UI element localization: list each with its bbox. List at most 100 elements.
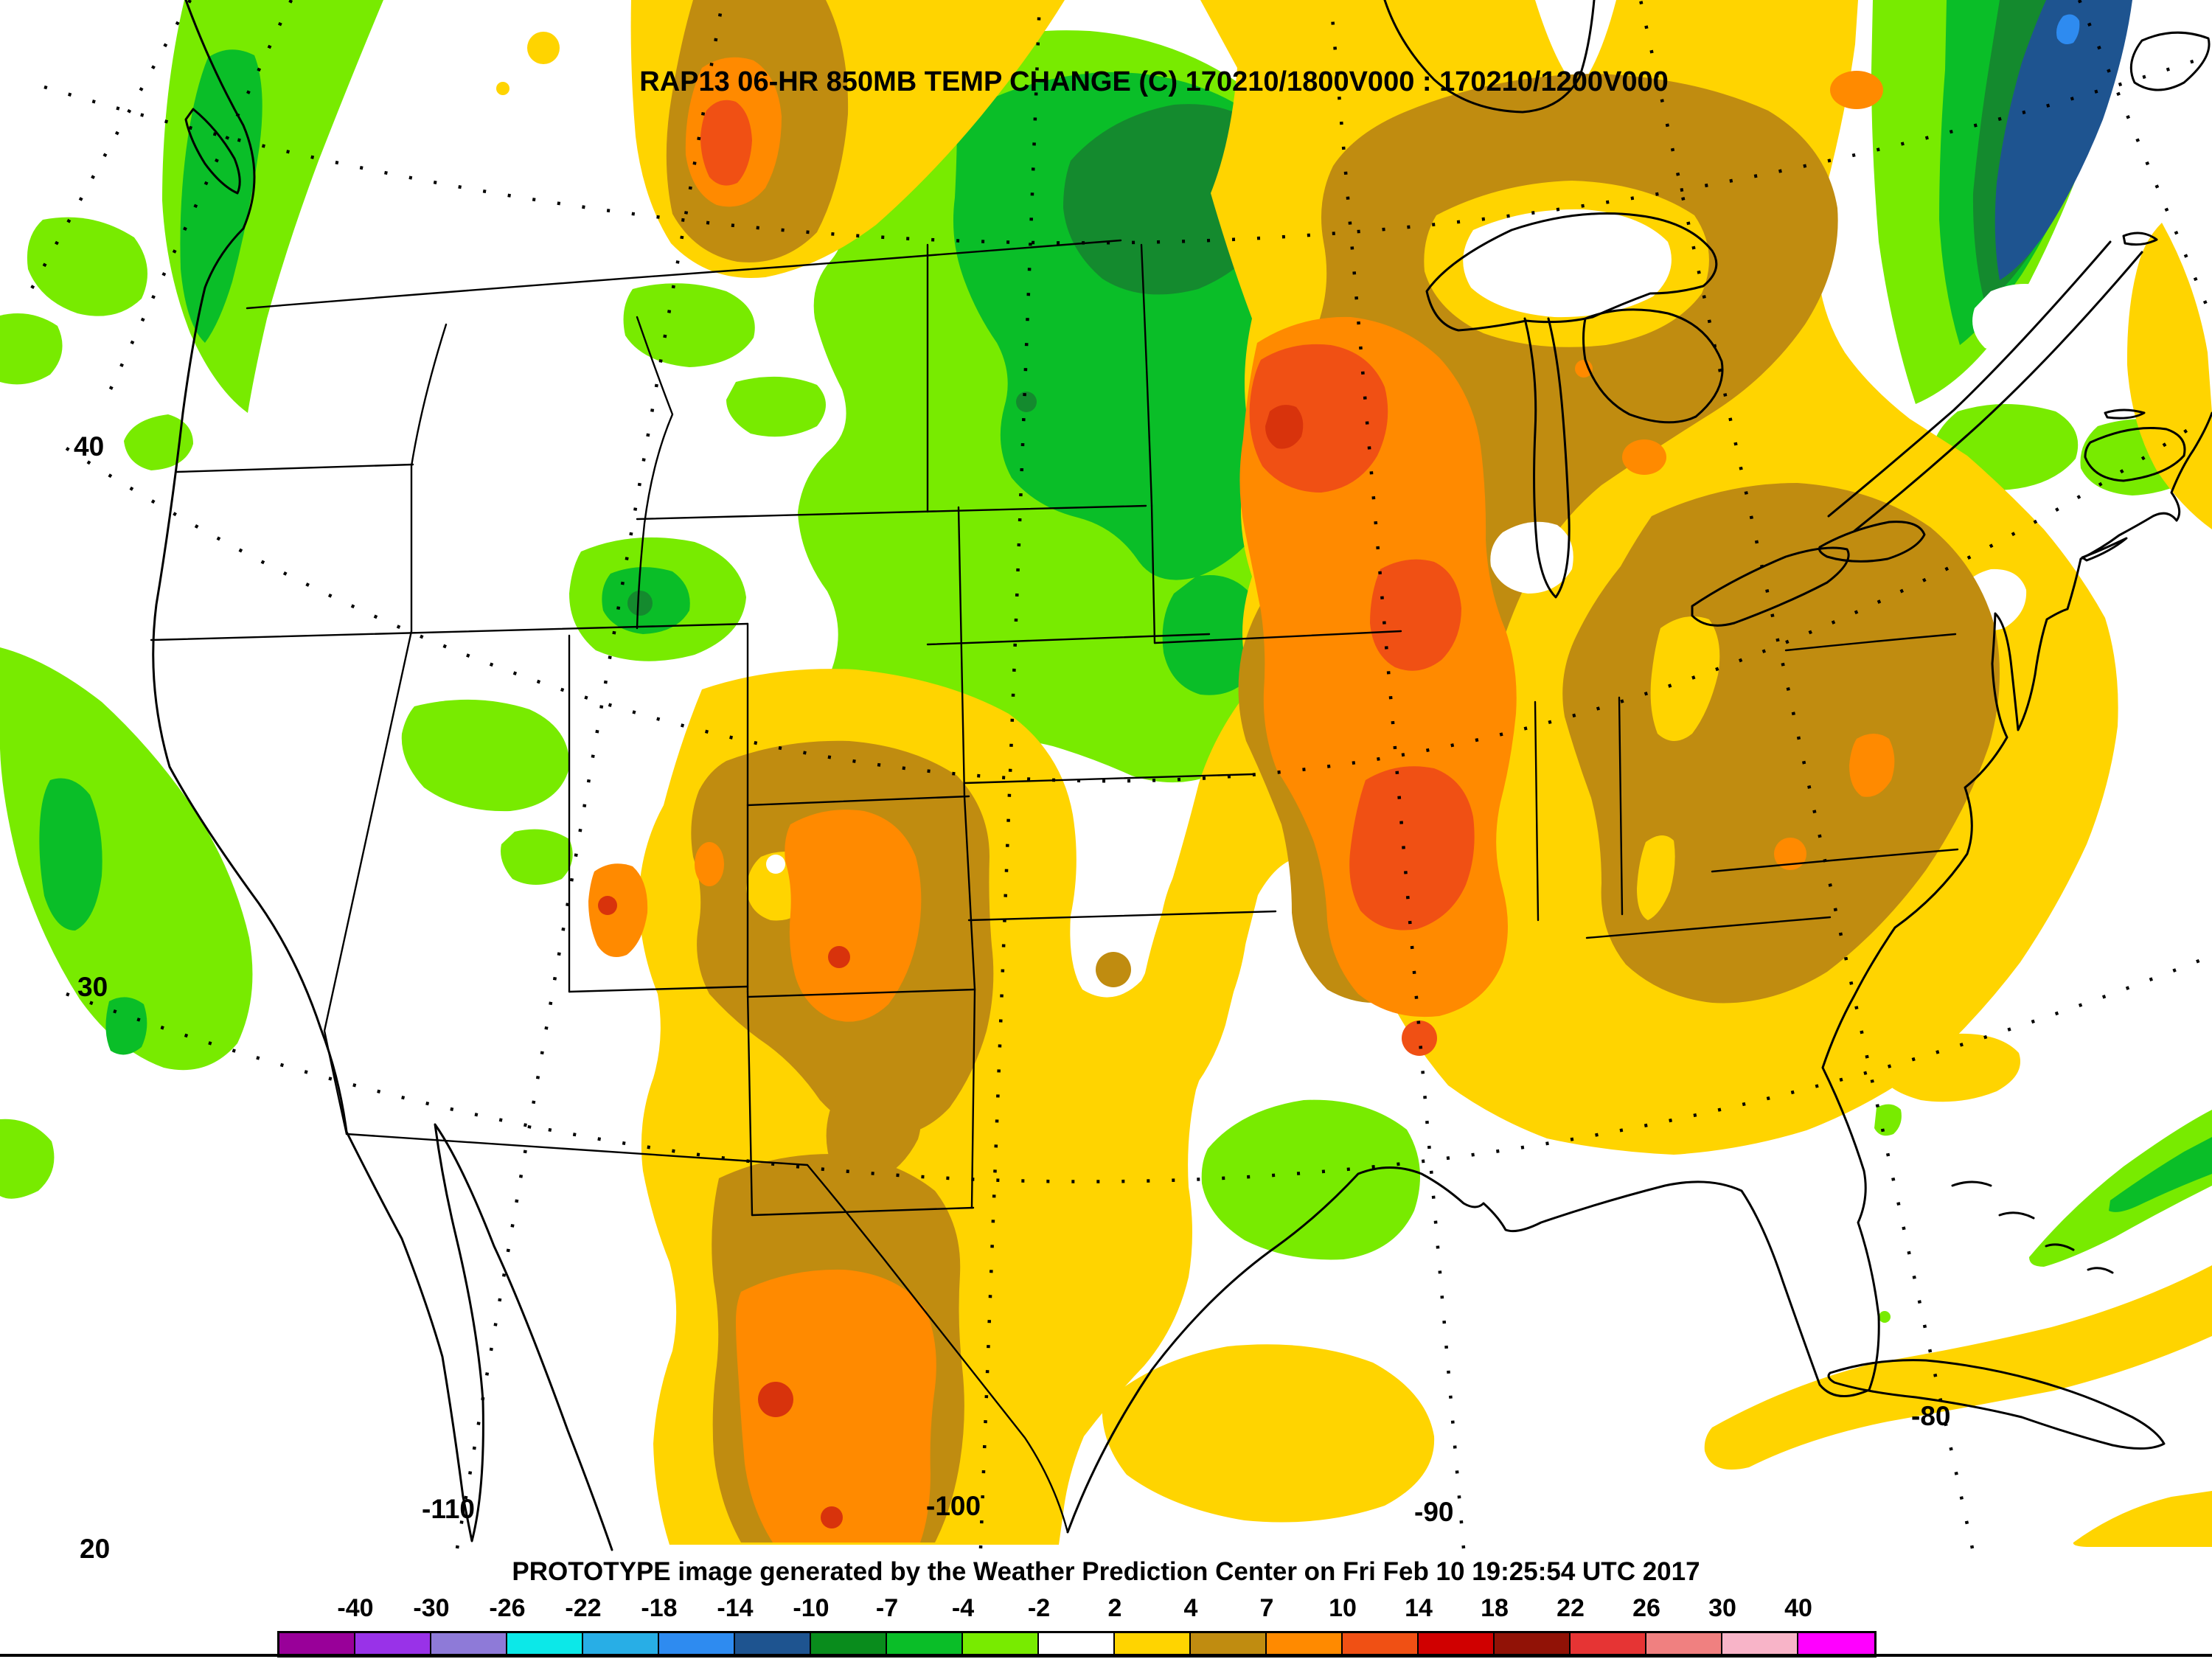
colorbar-cell <box>659 1633 735 1655</box>
hole-wv-gold <box>1650 616 1720 741</box>
colorbar-cell <box>887 1633 963 1655</box>
colorbar-cell <box>963 1633 1039 1655</box>
coastline-nova-scotia <box>2084 427 2186 482</box>
colorbar-cell <box>1646 1633 1722 1655</box>
border-ca-nv <box>323 630 413 1135</box>
colorbar-tick-label: 22 <box>1557 1594 1585 1622</box>
region-cooling-atlantic-wedge <box>1874 1104 1902 1136</box>
region-warm-ontario-spot1 <box>1830 71 1883 109</box>
border-az-nm <box>746 990 754 1217</box>
border-co-nm <box>746 988 976 998</box>
region-warm-colorado-orange <box>785 810 922 1022</box>
region-warm-mexico-red1 <box>758 1382 793 1417</box>
region-cooling-utah-spot <box>501 829 573 885</box>
lon-label-90: -90 <box>1414 1497 1454 1527</box>
coastline-hudson-bay <box>1383 0 1596 114</box>
colorbar-cell <box>1115 1633 1191 1655</box>
region-cooling-plains-w1 <box>623 283 755 367</box>
temp-fill-regions <box>0 0 2212 1547</box>
colorbar-tick-label: 10 <box>1329 1594 1357 1622</box>
region-cooling-or-spot <box>124 414 193 470</box>
colorbar-tick-label: 7 <box>1259 1594 1274 1622</box>
map-title: RAP13 06-HR 850MB TEMP CHANGE (C) 170210… <box>639 66 1669 97</box>
border-mn-nd <box>1140 243 1153 507</box>
region-cooling-california <box>0 647 253 1071</box>
colorbar-cell <box>1571 1633 1646 1655</box>
bottom-rule <box>0 1654 2212 1657</box>
colorbar-cell <box>811 1633 887 1655</box>
region-cooling-ca-sliver1 <box>39 778 102 931</box>
region-cooling-atlantic-core <box>2109 1137 2212 1212</box>
lake-superior <box>1425 212 1718 332</box>
border-ks-ok <box>967 910 1277 922</box>
colorbar-tick-label: -14 <box>717 1594 754 1622</box>
hole-utah-white <box>766 855 785 874</box>
coastline-gulf-atlantic <box>1066 411 2212 1534</box>
lon-label-100: -100 <box>926 1491 981 1521</box>
lat-label-20: 20 <box>80 1534 111 1564</box>
border-ut-az <box>568 985 749 993</box>
region-warm-south-texas <box>1102 1344 1435 1523</box>
colorbar-tick-label: -30 <box>413 1594 450 1622</box>
colorbar-cell <box>735 1633 811 1655</box>
border-id-mt <box>636 316 674 630</box>
border-mn-sd <box>1150 504 1156 644</box>
colorbar-tick-label: 2 <box>1107 1594 1122 1622</box>
colorbar-cell <box>1722 1633 1798 1655</box>
region-cooling-atlantic-band <box>2029 1110 2212 1267</box>
region-warm-chesapeake-spot <box>1849 734 1895 797</box>
region-warm-se-corner <box>2073 1491 2212 1547</box>
colorbar-cell <box>431 1633 507 1655</box>
colorbar-ticks: -40 -30 -26 -22 -18 -14 -10 -7 -4 -2 2 4 7 10 14 18 22 26… <box>277 1594 1872 1625</box>
region-warm-il-spot <box>1402 1020 1437 1056</box>
colorbar-tick-label: -2 <box>1027 1594 1051 1622</box>
colorbar-cell <box>355 1633 431 1655</box>
region-warm-fc-red <box>598 896 617 915</box>
hole-lakemich-white <box>1490 521 1573 594</box>
region-cooling-cuba-dot <box>1879 1311 1891 1323</box>
region-cooling-idaho-dark <box>627 591 653 616</box>
border-mexico <box>345 1133 1069 1534</box>
colorbar-cell <box>1343 1633 1419 1655</box>
hole-northeast-white <box>1972 284 2062 353</box>
region-warm-spot2 <box>496 82 509 95</box>
colorbar-tick-label: -4 <box>951 1594 975 1622</box>
colorbar-cell <box>1267 1633 1343 1655</box>
region-warm-plains-dot <box>1096 952 1131 987</box>
hole-piedmont-gold <box>1637 835 1675 920</box>
region-warm-wi-core1 <box>1249 344 1388 493</box>
region-warm-ut-orange <box>695 842 724 886</box>
border-ne-ks <box>963 773 1255 785</box>
region-warm-co-red <box>828 946 850 968</box>
island-newfoundland <box>2129 31 2211 91</box>
border-ia-mn <box>1153 630 1402 644</box>
lat-label-30: 30 <box>77 972 108 1002</box>
lake-michigan <box>1523 317 1571 599</box>
region-cooling-blue-sliver <box>2056 14 2080 44</box>
border-nm-south <box>751 1206 975 1217</box>
coastline-west <box>152 0 613 1551</box>
colorbar-tick-label: -22 <box>565 1594 602 1622</box>
region-warm-fourcorners <box>588 863 648 958</box>
colorbar-cell <box>1495 1633 1571 1655</box>
island-pei <box>2104 408 2146 420</box>
map-footer: PROTOTYPE image generated by the Weather… <box>512 1557 1700 1586</box>
hole-superior-white <box>1463 209 1672 318</box>
region-warm-wi-red <box>1265 405 1304 449</box>
lake-huron <box>1582 308 1724 424</box>
region-warm-alberta-core <box>700 100 752 186</box>
colorbar-tick-label: 4 <box>1183 1594 1198 1622</box>
region-cooling-nevada <box>401 699 570 812</box>
colorbar-tick-label: -7 <box>875 1594 899 1622</box>
colorbar-cells <box>277 1631 1877 1658</box>
border-co-east <box>963 795 976 991</box>
border-il-in <box>1534 700 1540 922</box>
region-cooling-dark-dot <box>1016 392 1037 412</box>
region-warm-wi-core2 <box>1370 559 1461 671</box>
region-warm-nc-spot <box>1774 838 1806 870</box>
colorbar-tick-label: 14 <box>1405 1594 1433 1622</box>
border-45n <box>636 504 1147 521</box>
region-warm-mexico-red2 <box>821 1506 843 1528</box>
